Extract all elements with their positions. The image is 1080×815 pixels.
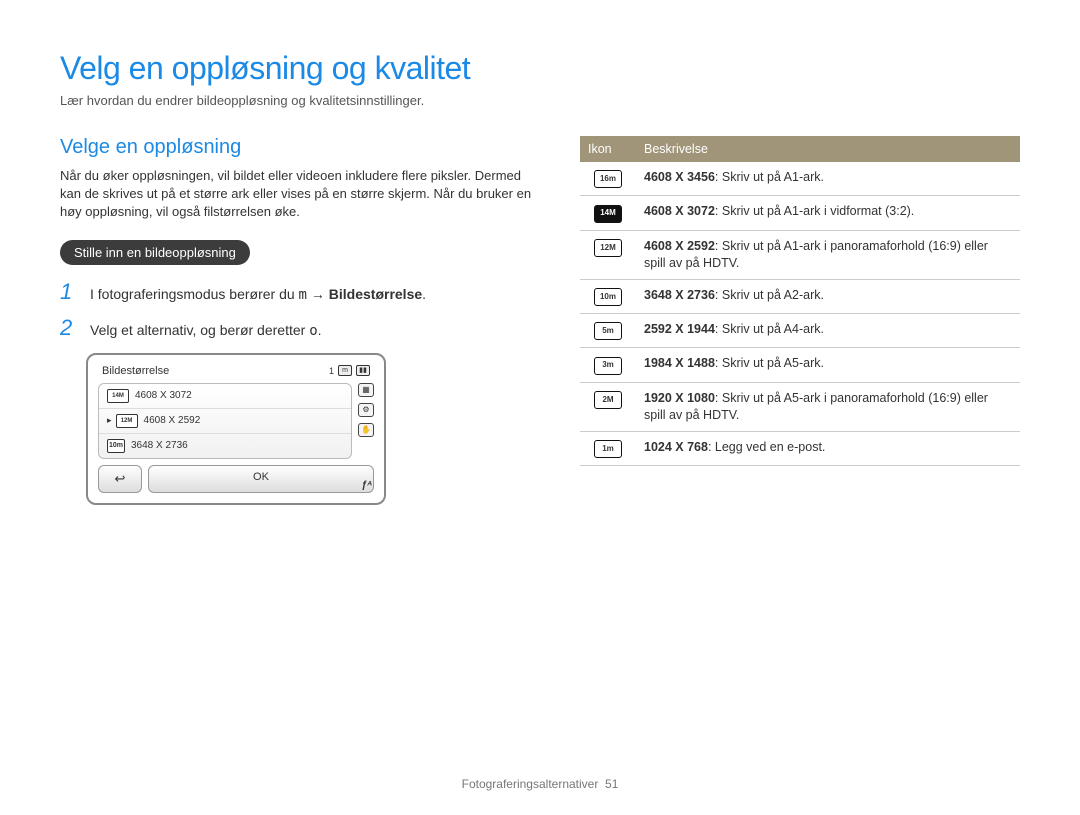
table-row: 12M 4608 X 2592: Skriv ut på A1-ark i pan…: [580, 230, 1020, 279]
resolution-description: 4608 X 2592: Skriv ut på A1-ark i panora…: [636, 230, 1020, 279]
resolution-icon: 1m: [594, 440, 622, 458]
camera-ui-mockup: Bildestørrelse 1 m ▮▮ 14M 4608 X 3072: [86, 353, 386, 505]
list-item[interactable]: 10m 3648 X 2736: [99, 434, 351, 458]
list-item[interactable]: 12M 4608 X 2592: [99, 409, 351, 434]
resolution-description: 1024 X 768: Legg ved en e-post.: [636, 431, 1020, 465]
resolution-icon: 10m: [594, 288, 622, 306]
menu-glyph-icon: m: [299, 287, 307, 303]
resolution-icon: 14M: [594, 205, 622, 223]
resolution-label: 4608 X 2592: [144, 415, 201, 426]
step-text: I fotograferingsmodus berører du m → Bil…: [90, 286, 426, 303]
table-header-desc: Beskrivelse: [636, 136, 1020, 162]
battery-icon: ▮▮: [356, 365, 370, 376]
resolution-description: 1920 X 1080: Skriv ut på A5-ark i panora…: [636, 382, 1020, 431]
table-row: 10m 3648 X 2736: Skriv ut på A2-ark.: [580, 279, 1020, 313]
step-text-pre: I fotograferingsmodus berører du: [90, 286, 299, 302]
table-row: 14M 4608 X 3072: Skriv ut på A1-ark i vid…: [580, 196, 1020, 230]
photo-mode-icon: ▦: [358, 383, 374, 397]
ok-button[interactable]: OK: [148, 465, 374, 493]
page-footer: Fotograferingsalternativer 51: [0, 777, 1080, 791]
resolution-description: 2592 X 1944: Skriv ut på A4-ark.: [636, 313, 1020, 347]
step-text-pre: Velg et alternativ, og berør deretter: [90, 322, 309, 338]
page-title: Velg en oppløsning og kvalitet: [60, 50, 1020, 87]
page-subtitle: Lær hvordan du endrer bildeoppløsning og…: [60, 93, 1020, 108]
resolution-label: 4608 X 3072: [135, 390, 192, 401]
camera-indicators: 1 m ▮▮: [329, 365, 370, 376]
resolution-icon: 14M: [107, 389, 129, 403]
shot-count: 1: [329, 366, 334, 376]
table-row: 2M 1920 X 1080: Skriv ut på A5-ark i pano…: [580, 382, 1020, 431]
step-text: Velg et alternativ, og berør deretter o.: [90, 322, 322, 339]
step-text-post: .: [318, 322, 322, 338]
subsection-pill: Stille inn en bildeoppløsning: [60, 240, 250, 265]
resolution-icon: 12M: [116, 414, 138, 428]
step-number: 1: [60, 279, 78, 305]
resolution-list: 14M 4608 X 3072 12M 4608 X 2592 10m 3648…: [98, 383, 352, 459]
resolution-icon: 5m: [594, 322, 622, 340]
list-item[interactable]: 14M 4608 X 3072: [99, 384, 351, 409]
resolution-description: 4608 X 3456: Skriv ut på A1-ark.: [636, 162, 1020, 196]
resolution-icon: 16m: [594, 170, 622, 188]
ok-glyph-icon: o: [309, 323, 317, 339]
flash-auto-icon: ƒᴬ: [361, 480, 372, 491]
ois-icon: ✋: [358, 423, 374, 437]
table-header-icon: Ikon: [580, 136, 636, 162]
resolution-label: 3648 X 2736: [131, 440, 188, 451]
step-text-bold: Bildestørrelse: [329, 286, 422, 302]
footer-page-number: 51: [605, 777, 618, 791]
footer-section: Fotograferingsalternativer: [462, 777, 599, 791]
resolution-description: 4608 X 3072: Skriv ut på A1-ark i vidfor…: [636, 196, 1020, 230]
body-text: Når du øker oppløsningen, vil bildet ell…: [60, 167, 540, 222]
settings-icon: ⚙: [358, 403, 374, 417]
table-row: 5m 2592 X 1944: Skriv ut på A4-ark.: [580, 313, 1020, 347]
resolution-icon: 2M: [594, 391, 622, 409]
table-row: 1m 1024 X 768: Legg ved en e-post.: [580, 431, 1020, 465]
step-1: 1 I fotograferingsmodus berører du m → B…: [60, 279, 540, 305]
resolution-table: Ikon Beskrivelse 16m 4608 X 3456: Skriv u…: [580, 136, 1020, 466]
steps-list: 1 I fotograferingsmodus berører du m → B…: [60, 279, 540, 341]
back-button[interactable]: [98, 465, 142, 493]
resolution-description: 3648 X 2736: Skriv ut på A2-ark.: [636, 279, 1020, 313]
step-number: 2: [60, 315, 78, 341]
memory-icon: m: [338, 365, 352, 376]
camera-side-icons: ▦ ⚙ ✋: [358, 383, 374, 459]
step-text-post: .: [422, 286, 426, 302]
resolution-description: 1984 X 1488: Skriv ut på A5-ark.: [636, 348, 1020, 382]
step-2: 2 Velg et alternativ, og berør deretter …: [60, 315, 540, 341]
table-row: 16m 4608 X 3456: Skriv ut på A1-ark.: [580, 162, 1020, 196]
table-row: 3m 1984 X 1488: Skriv ut på A5-ark.: [580, 348, 1020, 382]
section-heading: Velge en oppløsning: [60, 136, 540, 159]
resolution-icon: 3m: [594, 357, 622, 375]
resolution-icon: 12M: [594, 239, 622, 257]
camera-menu-title: Bildestørrelse: [102, 365, 329, 377]
arrow-icon: →: [307, 286, 329, 302]
resolution-icon: 10m: [107, 439, 125, 453]
